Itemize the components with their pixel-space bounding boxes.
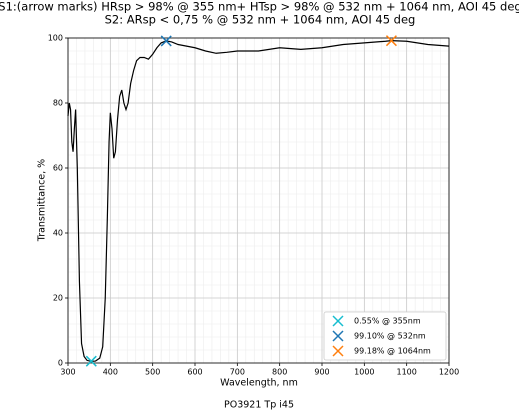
- plot-frame: [67, 37, 450, 364]
- x-marker-stroke: [332, 330, 344, 342]
- legend-box: [323, 311, 447, 361]
- x-tick-label: 1000: [354, 368, 374, 377]
- y-axis-label: Transmittance, %: [37, 159, 48, 242]
- legend-label: 99.18% @ 1064nm: [354, 347, 431, 356]
- x-marker: [160, 35, 172, 47]
- x-tick-label: 400: [103, 368, 118, 377]
- y-tick-label: 40: [53, 229, 63, 238]
- x-tick-label: 1200: [439, 368, 459, 377]
- y-tick-label: 0: [58, 359, 63, 368]
- x-tick-label: 1100: [396, 368, 416, 377]
- x-tick-label: 500: [145, 368, 160, 377]
- legend-label: 0.55% @ 355nm: [354, 317, 421, 326]
- legend-label: 99.10% @ 532nm: [354, 332, 426, 341]
- x-marker: [332, 345, 344, 357]
- x-marker-stroke: [160, 35, 172, 47]
- x-marker: [332, 315, 344, 327]
- x-marker: [85, 355, 97, 367]
- data-line: [67, 39, 450, 362]
- x-marker-stroke: [332, 315, 344, 327]
- x-marker: [332, 330, 344, 342]
- x-marker-stroke: [385, 35, 397, 47]
- y-tick-label: 100: [48, 34, 63, 43]
- x-tick-label: 300: [60, 368, 75, 377]
- x-axis-label: Wavelength, nm: [220, 378, 298, 389]
- chart-title: S1:(arrow marks) HRsp > 98% @ 355 nm+ HT…: [0, 0, 519, 14]
- y-tick-label: 80: [53, 99, 63, 108]
- x-marker-stroke: [332, 345, 344, 357]
- x-tick-label: 600: [187, 368, 202, 377]
- x-tick-label: 900: [314, 368, 329, 377]
- x-tick-label: 800: [272, 368, 287, 377]
- x-tick-label: 700: [230, 368, 245, 377]
- y-tick-label: 20: [53, 294, 63, 303]
- x-marker-stroke: [85, 355, 97, 367]
- legend: 0.55% @ 355nm 99.10% @ 532nm 99.18% @ 1064…: [323, 311, 447, 361]
- x-marker: [385, 35, 397, 47]
- chart-subtitle: S2: ARsp < 0,75 % @ 532 nm + 1064 nm, AO…: [105, 13, 416, 27]
- caption: PO3921 Tp i45: [224, 400, 294, 411]
- y-tick-label: 60: [53, 164, 63, 173]
